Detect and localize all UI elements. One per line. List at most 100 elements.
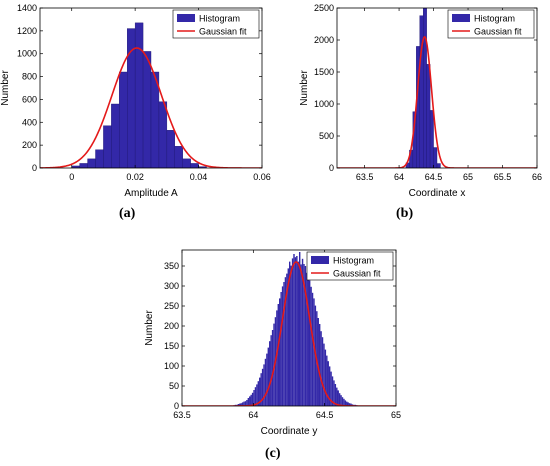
axes-frame	[181, 249, 397, 407]
x-axis-label: Amplitude A	[124, 188, 178, 199]
histogram-bar	[270, 335, 272, 406]
histogram-bar	[291, 258, 294, 406]
histogram-bar	[306, 272, 308, 406]
histogram-bar	[338, 393, 341, 406]
histogram-bar	[254, 387, 257, 406]
x-tick-label: 0	[69, 172, 74, 182]
y-tick-label: 1000	[314, 99, 334, 109]
histogram-chart-a: 0 0.02 0.04 0.06 0 200 400 600 800 1000 1200 1400 Am…	[0, 3, 271, 199]
y-tick-label: 400	[22, 117, 37, 127]
y-tick-label: 0	[32, 163, 37, 173]
histogram-bar	[243, 401, 245, 406]
y-tick-label: 1200	[17, 26, 37, 36]
histogram-bar	[340, 395, 342, 406]
histogram-bar	[264, 358, 267, 406]
panel-label-a: (a)	[119, 206, 136, 221]
y-tick-label: 200	[22, 140, 37, 150]
histogram-bar	[174, 146, 183, 168]
histogram-bar	[263, 364, 265, 406]
histogram-bar	[346, 401, 348, 406]
histogram-bar	[350, 403, 352, 406]
y-tick-label: 600	[22, 94, 37, 104]
histogram-bar	[341, 397, 344, 406]
histogram-bar	[244, 401, 247, 406]
histogram-bar	[317, 318, 319, 406]
histogram-bar	[284, 277, 287, 406]
histogram-bar	[283, 282, 285, 406]
legend-fit-label: Gaussian fit	[333, 269, 381, 279]
histogram-bar	[326, 355, 328, 406]
histogram-bar	[304, 266, 307, 406]
legend-histogram-label: Histogram	[333, 256, 374, 266]
y-tick-label: 500	[319, 131, 334, 141]
histogram-bar	[324, 349, 327, 406]
gaussian-fit-line	[182, 261, 396, 406]
gaussian-fit-line	[337, 35, 537, 168]
legend-histogram-label: Histogram	[199, 14, 240, 24]
histogram-bar	[260, 373, 262, 406]
panel-label-b: (b)	[396, 206, 414, 221]
y-tick-label: 0	[329, 163, 334, 173]
x-tick-label: 64.5	[316, 410, 334, 420]
histogram-bar	[433, 147, 438, 168]
histogram-bar	[241, 402, 244, 406]
histogram-bar	[259, 377, 261, 406]
histogram-bar	[301, 258, 304, 406]
histogram-bar	[266, 353, 268, 406]
histogram-bar	[257, 381, 260, 406]
histogram-bar	[436, 163, 441, 168]
histogram-bar	[308, 280, 311, 406]
histogram-bar	[348, 403, 351, 406]
x-tick-label: 0.04	[190, 172, 208, 182]
histogram-bar	[300, 264, 302, 406]
histogram-bar	[343, 398, 345, 406]
y-tick-label: 150	[164, 341, 179, 351]
y-tick-label: 1500	[314, 67, 334, 77]
y-tick-label: 1000	[17, 49, 37, 59]
x-tick-label: 63.5	[356, 172, 374, 182]
histogram-bar	[293, 254, 295, 406]
histogram-bar	[310, 286, 312, 406]
x-tick-label: 65	[391, 410, 401, 420]
x-tick-label: 65	[463, 172, 473, 182]
histogram-bar	[276, 310, 278, 406]
histogram-bar	[323, 343, 325, 406]
histogram-bar	[240, 403, 242, 406]
x-tick-label: 0.02	[126, 172, 144, 182]
histogram-bar	[289, 261, 291, 406]
histogram-bar	[311, 292, 314, 406]
histogram-bar	[294, 257, 297, 406]
y-axis-label: Number	[299, 70, 310, 106]
histogram-bar	[280, 292, 282, 406]
histogram-bar	[313, 298, 315, 406]
plot-area-a	[40, 22, 262, 168]
y-tick-label: 100	[164, 361, 179, 371]
axes-frame	[39, 7, 263, 169]
axes-frame	[336, 7, 538, 169]
legend-histogram-swatch	[177, 14, 195, 22]
histogram-bar	[247, 398, 250, 406]
histogram-bar	[261, 368, 264, 406]
histogram-bar	[239, 403, 241, 406]
histogram-bar	[277, 304, 280, 406]
legend-histogram-swatch	[452, 14, 470, 22]
y-tick-label: 800	[22, 72, 37, 82]
histogram-bar	[347, 402, 349, 406]
legend-histogram-swatch	[311, 256, 329, 264]
histogram-bar	[250, 394, 252, 406]
histogram-bar	[249, 396, 251, 406]
histogram-chart-c: 63.5 64 64.5 65 0 50 100 150 200 250 300 350 Coordin…	[144, 249, 401, 437]
plot-area-b	[337, 8, 537, 168]
x-tick-label: 64	[248, 410, 258, 420]
histogram-bar	[429, 110, 434, 168]
histogram-bar	[271, 330, 274, 406]
histogram-bar	[344, 400, 347, 406]
histogram-bar	[334, 384, 337, 406]
histogram-bar	[303, 264, 305, 406]
y-tick-label: 300	[164, 281, 179, 291]
histogram-bar	[269, 341, 271, 406]
histogram-bar	[253, 390, 255, 406]
legend-histogram-label: Histogram	[474, 14, 515, 24]
histogram-bar	[320, 331, 322, 406]
histogram-bar	[336, 387, 338, 406]
